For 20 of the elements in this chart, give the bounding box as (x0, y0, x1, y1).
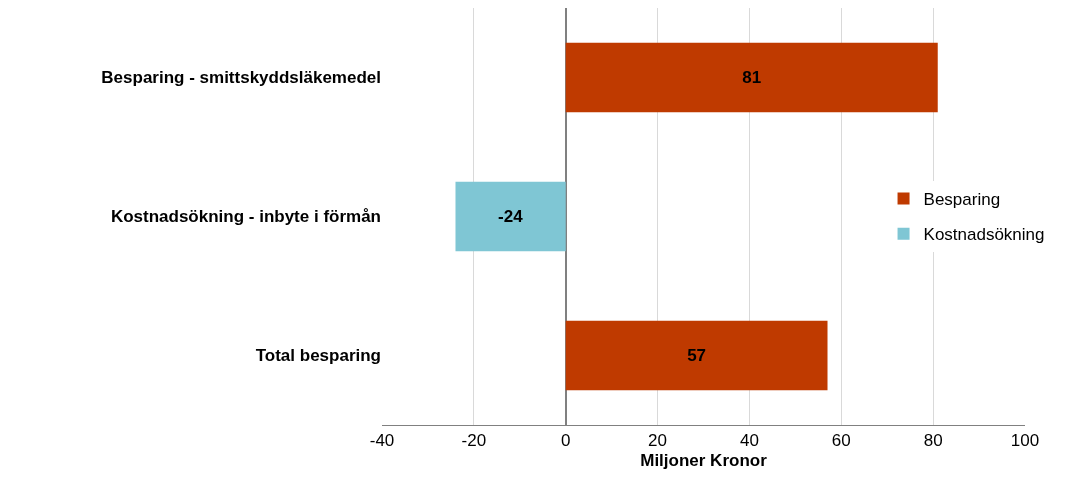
x-tick-label: -40 (369, 431, 395, 451)
bar (565, 42, 938, 113)
data-label: 81 (742, 68, 762, 87)
x-tick-label: 60 (831, 431, 851, 451)
x-axis-title: Miljoner Kronor (640, 450, 768, 470)
y-tick-label: Kostnadsökning - inbyte i förmån (110, 207, 381, 227)
bar (455, 181, 566, 252)
x-tick-label: 20 (648, 431, 668, 451)
data-label: 57 (687, 346, 707, 365)
x-tick-label: 40 (739, 431, 759, 451)
data-label: -24 (498, 207, 524, 226)
x-tick-label: 0 (560, 431, 571, 451)
x-tick-label: 80 (923, 431, 943, 451)
x-tick-label: -20 (461, 431, 487, 451)
legend-label: Kostnadsökning (923, 225, 1045, 245)
bar (565, 320, 828, 391)
legend-label: Besparing (923, 190, 1001, 210)
x-tick-label: 100 (1010, 431, 1040, 451)
y-tick-label: Total besparing (255, 346, 381, 366)
y-tick-label: Besparing - smittskyddsläkemedel (101, 68, 381, 88)
